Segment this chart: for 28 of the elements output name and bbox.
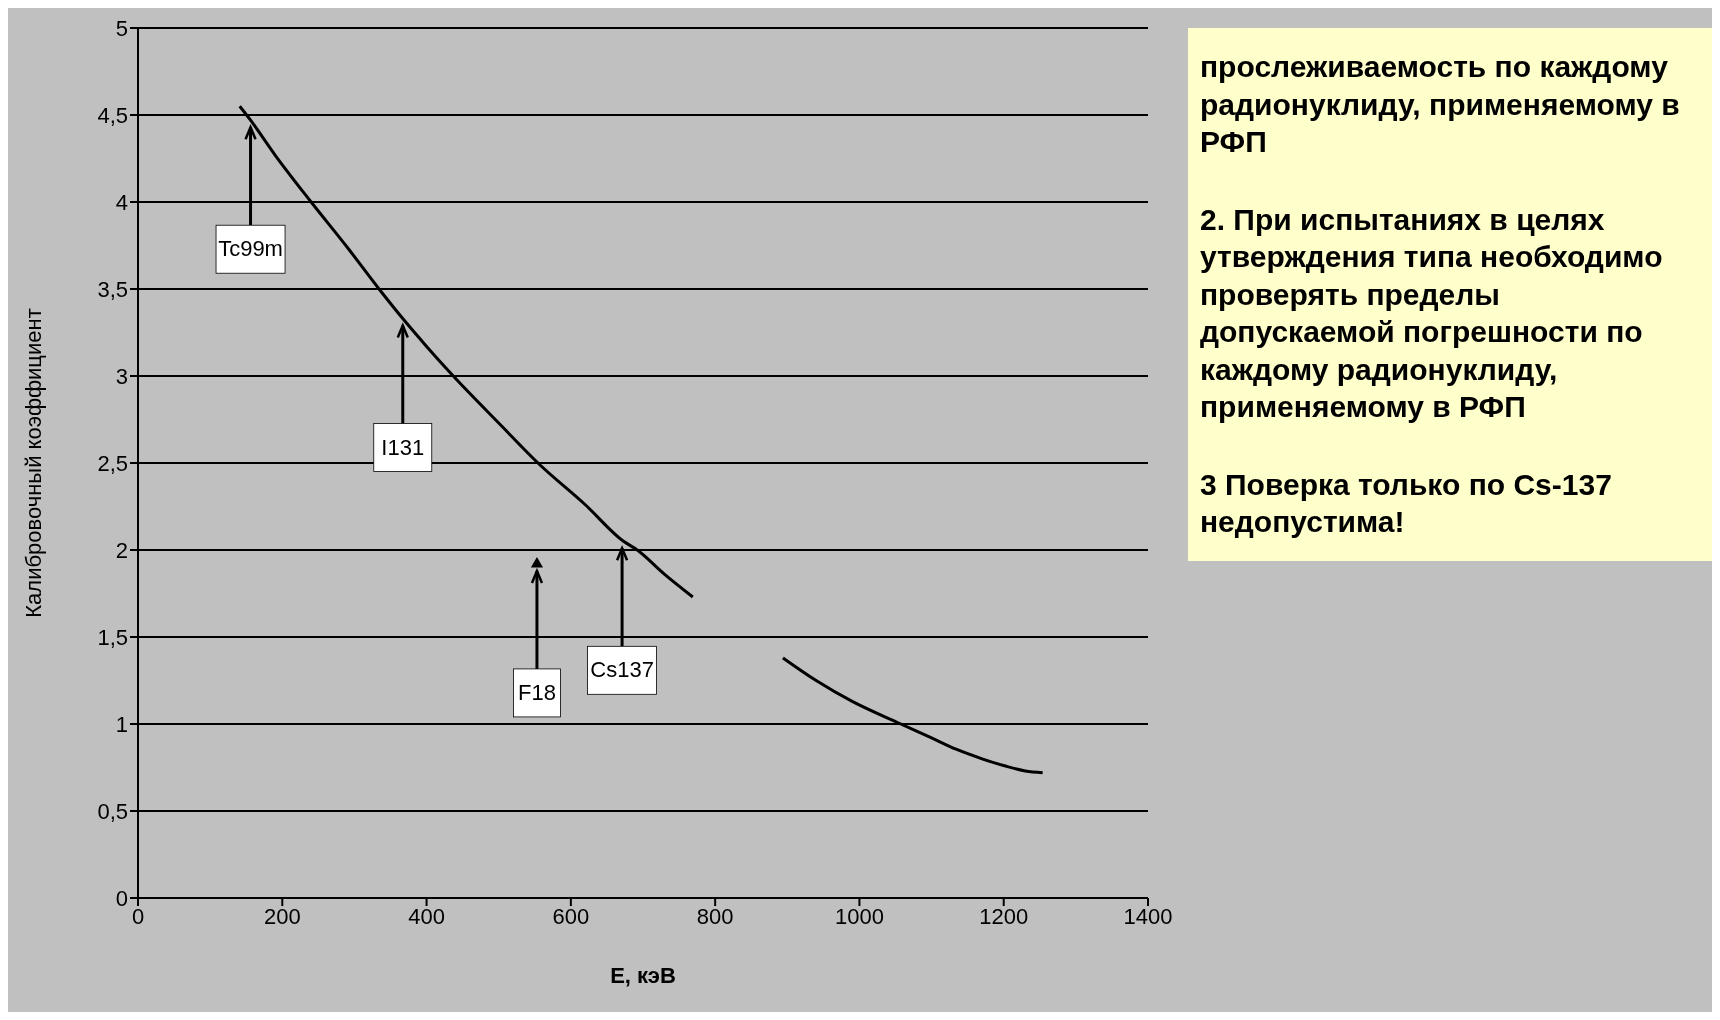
annotation: F18 [517, 679, 556, 705]
x-tick-label: 600 [552, 903, 590, 929]
y-tick-label: 4,5 [97, 102, 128, 128]
x-tick-label: 0 [131, 903, 145, 929]
y-tick-label: 3,5 [97, 276, 128, 302]
y-tick-label: 3 [115, 363, 128, 389]
x-tick-label: 400 [408, 903, 445, 929]
y-tick-label: 4 [115, 189, 128, 215]
text: прослеживаемость по каждому радионуклиду, применяемому в РФП [1200, 49, 1681, 160]
annotation: I131 [381, 434, 425, 460]
text: 3 Поверка только по Cs-137 недопустима! [1200, 466, 1613, 540]
y-axis-title: Калибровочный коэффициент [20, 308, 46, 618]
annotation: Tc99m [218, 236, 283, 262]
y-tick-label: 1,5 [97, 624, 128, 650]
text: 2. При испытаниях в целях утверждения типа необходимо проверять пределы допускаемой погрешности по каждому радионуклиду, применяемому в РФП [1200, 201, 1664, 425]
y-tick-label: 1 [115, 711, 128, 737]
x-tick-label: 800 [696, 903, 734, 929]
y-tick-label: 2 [115, 537, 128, 563]
x-tick-label: 1200 [979, 903, 1029, 929]
x-tick-label: 1000 [834, 903, 884, 929]
y-tick-label: 0 [115, 885, 128, 911]
y-tick-label: 2,5 [97, 450, 128, 476]
y-tick-label: 5 [115, 15, 128, 41]
x-tick-label: 1400 [1123, 903, 1173, 929]
x-axis-title: E, кэВ [610, 963, 676, 988]
annotation: Cs137 [590, 657, 654, 683]
y-tick-label: 0,5 [97, 798, 128, 824]
x-tick-label: 200 [263, 903, 301, 929]
